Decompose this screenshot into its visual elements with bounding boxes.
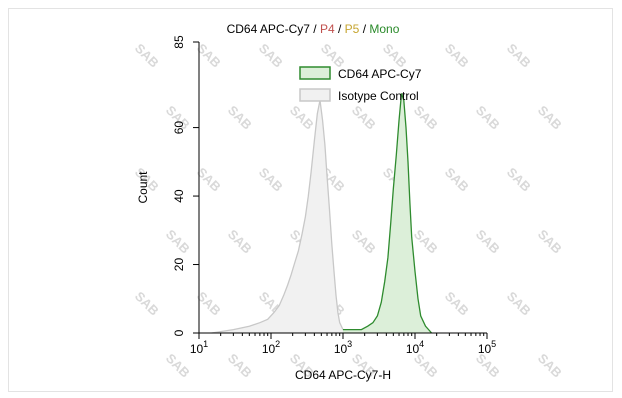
watermark-text: SAB [473, 227, 503, 257]
watermark-text: SAB [504, 289, 534, 319]
chart-title: CD64 APC-Cy7 / P4 / P5 / Mono [227, 22, 400, 36]
series-layer [211, 93, 433, 334]
y-tick-label: 0 [172, 329, 186, 336]
x-axis-ticks: 101 102 103 104 105 [190, 333, 496, 356]
watermark-text: SAB [225, 351, 255, 381]
watermark-text: SAB [535, 351, 565, 381]
chart-title-part: P4 [320, 22, 335, 36]
histogram-chart: SAB SAB SAB SAB SAB SAB SAB SAB SAB SAB SAB SAB SAB S… [132, 22, 565, 382]
x-tick-label: 101 [190, 339, 208, 356]
watermark-text: SAB [411, 103, 441, 133]
chart-title-part: Mono [369, 22, 399, 36]
watermark-text: SAB [194, 41, 224, 71]
watermark-text: SAB [163, 351, 193, 381]
series-area-cd64-apc-cy7 [343, 93, 432, 334]
y-tick-label: 85 [172, 35, 186, 49]
watermark-text: SAB [504, 41, 534, 71]
y-axis-ticks: 0 20 40 60 85 [172, 35, 199, 336]
watermark-text: SAB [132, 41, 162, 71]
y-tick-label: 40 [172, 189, 186, 203]
watermark-text: SAB [442, 41, 472, 71]
chart-title-part: CD64 APC-Cy7 [227, 22, 311, 36]
watermark-text: SAB [349, 103, 379, 133]
x-tick-label: 104 [406, 339, 424, 356]
watermark-text: SAB [194, 289, 224, 319]
watermark-text: SAB [132, 289, 162, 319]
legend-label-cd64-apc-cy7: CD64 APC-Cy7 [338, 67, 422, 81]
x-tick-label: 103 [334, 339, 352, 356]
watermark-text: SAB [535, 103, 565, 133]
series-line-cd64-apc-cy7 [343, 93, 433, 334]
y-tick-label: 20 [172, 258, 186, 272]
watermark-text: SAB [411, 227, 441, 257]
chart-title-part: / [310, 22, 320, 36]
watermark-text: SAB [442, 289, 472, 319]
chart-panel: SAB SAB SAB SAB SAB SAB SAB SAB SAB SAB SAB SAB SAB S… [8, 8, 613, 392]
chart-title-part: P5 [345, 22, 360, 36]
watermark-text: SAB [256, 41, 286, 71]
watermark-text: SAB [194, 165, 224, 195]
watermark-text: SAB [349, 227, 379, 257]
watermark-text: SAB [163, 227, 193, 257]
watermark-text: SAB [287, 103, 317, 133]
series-area-isotype-control [211, 100, 349, 333]
chart-title-part: / [335, 22, 345, 36]
x-tick-label: 105 [478, 339, 496, 356]
series-line-isotype-control [211, 100, 350, 334]
watermark-text: SAB [256, 165, 286, 195]
legend: CD64 APC-Cy7 Isotype Control [299, 66, 422, 103]
watermark-text: SAB [504, 165, 534, 195]
legend-swatch-isotype-control [299, 88, 331, 102]
chart-title-part: / [359, 22, 369, 36]
watermark-text: SAB [535, 227, 565, 257]
x-tick-label: 102 [262, 339, 280, 356]
legend-label-isotype-control: Isotype Control [338, 89, 419, 103]
watermark-text: SAB [225, 227, 255, 257]
watermark-text: SAB [225, 103, 255, 133]
x-axis-title: CD64 APC-Cy7-H [295, 368, 391, 382]
watermark-text: SAB [473, 103, 503, 133]
legend-swatch-cd64-apc-cy7 [299, 66, 331, 80]
y-axis-title: Count [136, 171, 150, 204]
y-tick-label: 60 [172, 121, 186, 135]
watermark-text: SAB [442, 165, 472, 195]
